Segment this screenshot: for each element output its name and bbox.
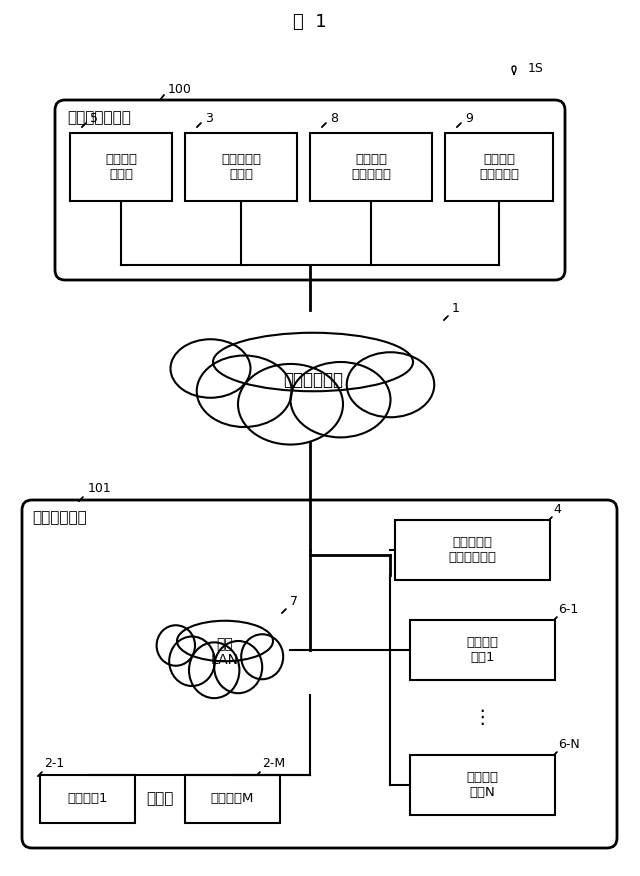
FancyBboxPatch shape <box>22 500 617 848</box>
Bar <box>70 133 172 201</box>
Bar <box>410 620 555 680</box>
Text: サービス
機器1: サービス 機器1 <box>467 636 499 664</box>
Text: 4: 4 <box>553 503 561 516</box>
Bar <box>40 775 135 823</box>
FancyBboxPatch shape <box>55 100 565 280</box>
Text: 1S: 1S <box>528 61 544 74</box>
Text: 6-N: 6-N <box>558 738 580 751</box>
Ellipse shape <box>241 634 283 679</box>
Text: データ収集
ゲートウェイ: データ収集 ゲートウェイ <box>449 536 497 564</box>
Text: ロボットM: ロボットM <box>211 793 254 806</box>
Bar <box>395 520 550 580</box>
Text: サービス拠点: サービス拠点 <box>32 511 87 526</box>
Text: 1: 1 <box>452 302 460 315</box>
Ellipse shape <box>347 352 435 417</box>
Text: 6-1: 6-1 <box>558 603 579 616</box>
Ellipse shape <box>157 625 195 666</box>
Text: 2-M: 2-M <box>262 757 285 770</box>
Text: 9: 9 <box>465 112 473 125</box>
Ellipse shape <box>291 362 390 437</box>
Text: 7: 7 <box>290 595 298 608</box>
Ellipse shape <box>196 356 292 427</box>
Text: ⋮: ⋮ <box>473 708 492 727</box>
Text: ロボット1: ロボット1 <box>67 793 108 806</box>
Text: シナリオ
制御サーバ: シナリオ 制御サーバ <box>479 153 519 181</box>
Text: ネットワーク: ネットワーク <box>283 371 343 389</box>
Text: 構内
LAN: 構内 LAN <box>211 637 239 668</box>
Text: 101: 101 <box>88 482 112 495</box>
Text: 2-1: 2-1 <box>44 757 64 770</box>
Ellipse shape <box>238 364 343 444</box>
Ellipse shape <box>214 641 262 693</box>
Text: 図  1: 図 1 <box>293 13 327 31</box>
Ellipse shape <box>213 333 413 392</box>
Bar <box>445 133 553 201</box>
Ellipse shape <box>169 637 215 686</box>
Text: 3: 3 <box>205 112 213 125</box>
Text: データ管理
サーバ: データ管理 サーバ <box>221 153 261 181</box>
Ellipse shape <box>177 621 273 661</box>
Bar <box>410 755 555 815</box>
Text: 業務分析
サーバ: 業務分析 サーバ <box>105 153 137 181</box>
Bar <box>185 775 280 823</box>
Text: サービス
機器N: サービス 機器N <box>467 771 499 799</box>
Text: 100: 100 <box>168 83 192 96</box>
Bar <box>310 133 432 201</box>
Text: 8: 8 <box>330 112 338 125</box>
Text: 運用管理センタ: 運用管理センタ <box>67 110 131 125</box>
Ellipse shape <box>189 642 239 698</box>
Bar <box>185 133 297 201</box>
Text: ・・・: ・・・ <box>147 792 173 807</box>
Ellipse shape <box>170 339 250 398</box>
Text: メディア
処理サーバ: メディア 処理サーバ <box>351 153 391 181</box>
Text: 5: 5 <box>90 112 98 125</box>
